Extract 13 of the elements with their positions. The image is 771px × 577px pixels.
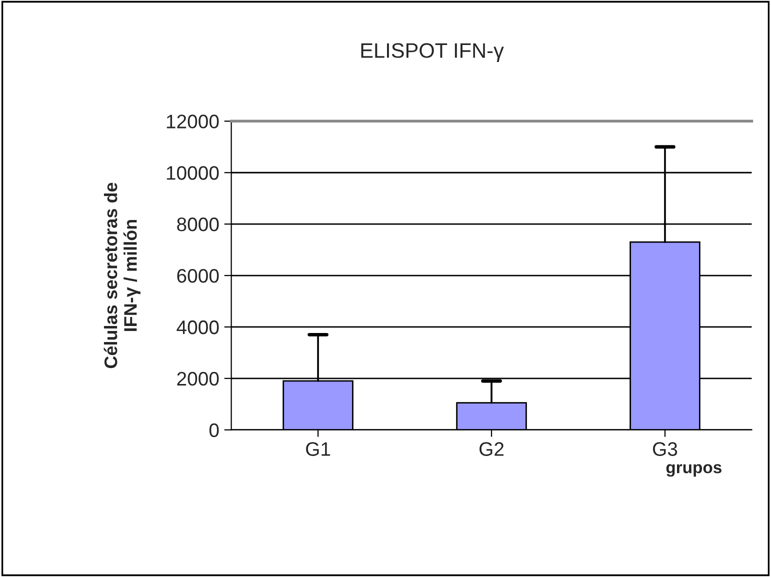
y-tick-label: 10000 [166, 166, 219, 180]
x-tick-label: G3 [652, 442, 678, 456]
x-axis-title: grupos [666, 464, 722, 477]
x-tick-label: G1 [306, 442, 330, 456]
y-axis-title: Células secretoras de IFN-γ / millón [104, 182, 140, 368]
y-tick-label: 0 [209, 423, 219, 438]
y-tick-label: 8000 [177, 218, 219, 232]
y-tick-label: 2000 [177, 372, 219, 386]
y-tick-label: 12000 [166, 114, 219, 128]
x-tick-label: G2 [480, 442, 504, 456]
y-tick-label: 4000 [176, 320, 219, 334]
chart-title: ELISPOT IFN-γ [361, 43, 504, 62]
y-tick-label: 6000 [177, 268, 219, 283]
